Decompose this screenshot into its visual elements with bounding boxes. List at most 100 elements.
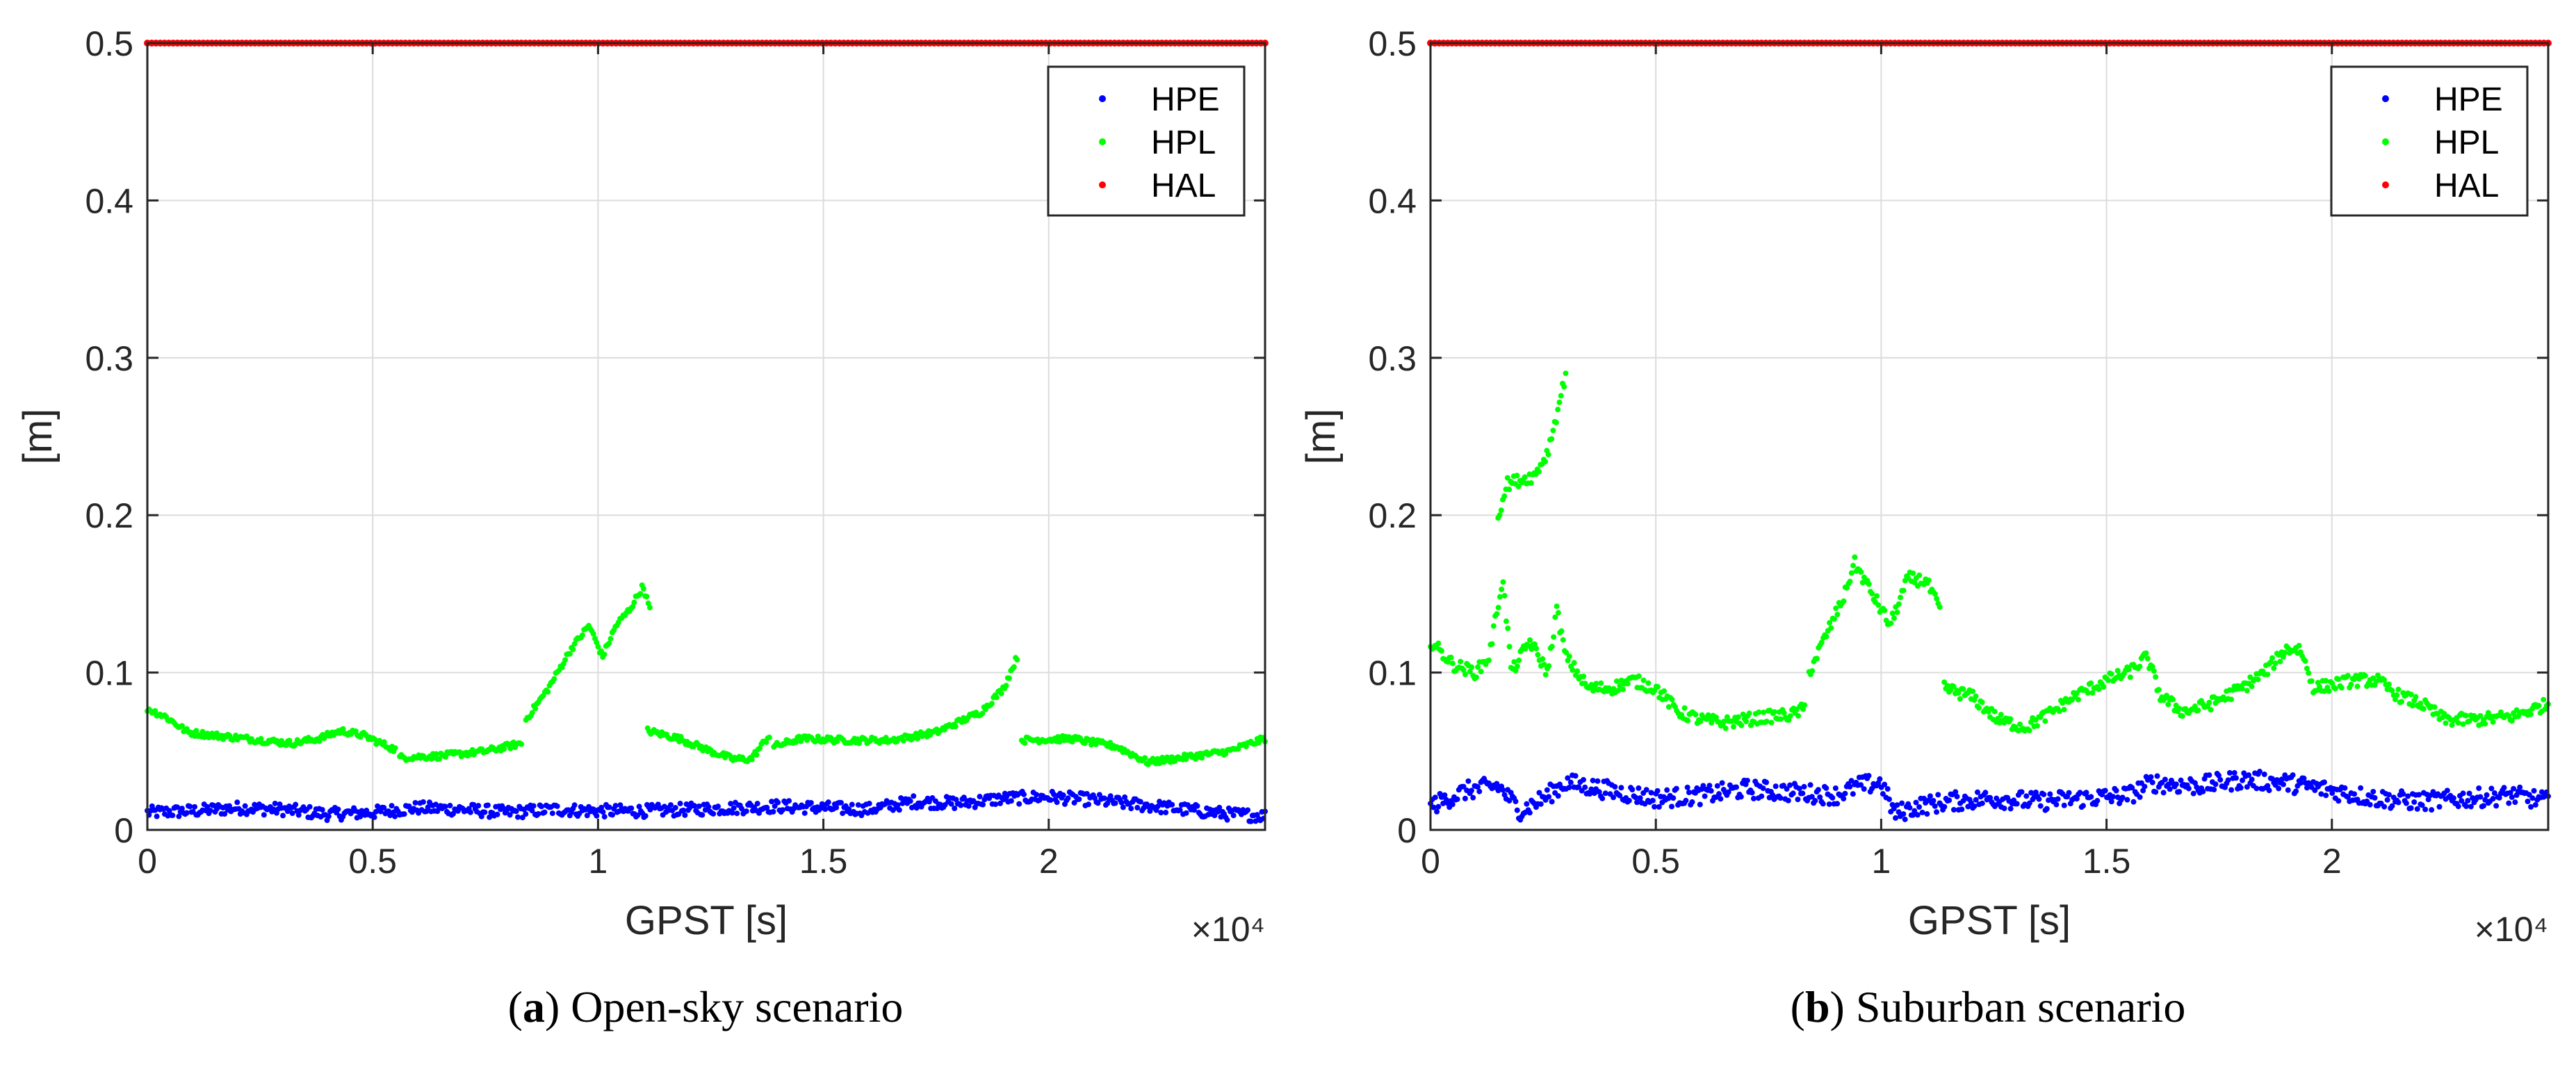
series-point [1842, 790, 1848, 797]
series-point [1910, 812, 1916, 818]
series-point [1462, 795, 1468, 801]
series-point [1841, 796, 1847, 802]
series-point [2362, 673, 2368, 679]
series-point [1941, 803, 1948, 810]
series-point [1432, 794, 1438, 801]
series-point [1580, 776, 1586, 783]
series-point [2429, 807, 2435, 813]
series-point [952, 724, 959, 730]
series-point [1069, 739, 1075, 745]
series-point [1656, 803, 1662, 810]
series-point [2525, 798, 2531, 804]
series-point [1020, 791, 1027, 797]
series-point [286, 737, 293, 744]
series-point [1893, 815, 1899, 821]
series-point [2061, 802, 2067, 808]
series-point [1896, 809, 1902, 815]
series-point [2323, 678, 2329, 684]
series-point [2075, 696, 2081, 703]
series-point [1527, 637, 1533, 643]
series-point [2272, 660, 2279, 667]
series-point [808, 799, 814, 806]
series-point [1563, 649, 1570, 655]
series-point [729, 810, 735, 816]
series-point [2192, 703, 2198, 710]
series-point [1093, 741, 1099, 747]
series-point [1785, 797, 1791, 803]
series-point [2482, 721, 2488, 727]
series-point [2395, 799, 2402, 806]
series-point [952, 806, 958, 812]
series-point [1831, 616, 1837, 622]
series-point [1969, 688, 1975, 694]
series-point [1669, 803, 1675, 810]
series-point [2538, 789, 2545, 795]
series-point [1435, 640, 1442, 646]
series-point [1505, 625, 1511, 631]
y-tick-label: 0.1 [1368, 654, 1417, 693]
series-point [1500, 579, 1506, 585]
series-point [152, 708, 158, 714]
series-point [571, 802, 578, 808]
series-point [1462, 671, 1468, 678]
series-point [1118, 799, 1125, 806]
series-point [606, 804, 612, 810]
series-point [907, 798, 913, 804]
series-point [1673, 785, 1679, 792]
series-point [1535, 651, 1541, 658]
series-point [1652, 803, 1658, 810]
series-point [1494, 611, 1500, 617]
series-point [2506, 800, 2512, 806]
series-point [594, 813, 600, 819]
series-point [447, 803, 453, 809]
series-point [2312, 788, 2318, 794]
series-point [2042, 718, 2048, 724]
series-point [2137, 663, 2143, 669]
series-point [2358, 785, 2364, 791]
series-point [1749, 790, 1755, 796]
series-point [293, 801, 299, 808]
series-point [1812, 798, 1818, 804]
series-point [2154, 773, 2160, 779]
series-point [642, 813, 649, 819]
series-point [2073, 796, 2080, 802]
series-point [754, 801, 760, 807]
series-point [1817, 794, 1823, 800]
series-point [1898, 594, 1904, 601]
series-point [258, 735, 264, 742]
series-point [2381, 803, 2388, 810]
series-point [1513, 667, 1519, 674]
series-point [915, 735, 921, 742]
series-point [2297, 780, 2304, 786]
series-point [1802, 702, 1808, 708]
series-point [1740, 711, 1746, 717]
series-point [1826, 801, 1832, 807]
series-point [2335, 676, 2342, 683]
series-point [307, 803, 313, 810]
legend-entry-hpl: HPL [2434, 124, 2499, 161]
series-point [1590, 777, 1596, 783]
series-hpe [145, 788, 1268, 824]
series-point [2501, 785, 2507, 791]
series-point [1506, 798, 1513, 804]
series-point [2056, 708, 2062, 715]
series-point [475, 803, 482, 809]
series-point [2468, 803, 2474, 810]
series-point [2149, 779, 2155, 785]
series-point [1702, 793, 1708, 799]
series-point [2282, 650, 2288, 656]
series-point [1497, 512, 1503, 519]
series-point [1823, 633, 1829, 639]
series-point [1960, 686, 1966, 692]
series-point [176, 813, 182, 819]
series-point [598, 804, 605, 810]
series-point [1869, 591, 1875, 597]
series-point [507, 812, 513, 818]
series-point [2185, 785, 2192, 792]
series-point [1617, 683, 1623, 689]
series-point [579, 632, 585, 638]
series-point [2200, 788, 2206, 794]
series-point [2372, 794, 2378, 801]
series-point [770, 808, 776, 815]
series-point [1654, 788, 1661, 794]
